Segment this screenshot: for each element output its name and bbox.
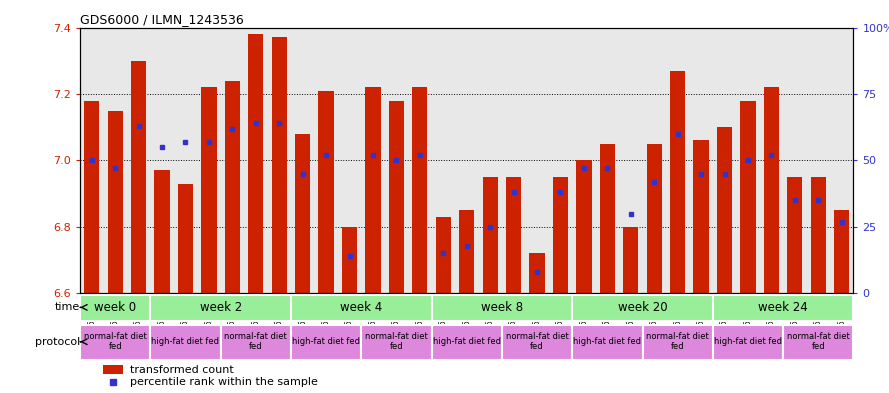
Bar [155,171,170,293]
Text: time: time [55,302,81,312]
Bar [693,141,709,293]
Text: week 20: week 20 [618,301,668,314]
Text: normal-fat diet
fed: normal-fat diet fed [506,332,568,351]
Text: week 24: week 24 [758,301,808,314]
Text: high-fat diet fed: high-fat diet fed [573,337,641,346]
Bar [108,110,123,293]
Bar [713,325,783,360]
Bar [483,177,498,293]
Bar [342,227,357,293]
Bar [573,295,713,321]
Text: percentile rank within the sample: percentile rank within the sample [131,377,318,387]
Bar [365,87,380,293]
Text: week 0: week 0 [94,301,136,314]
Bar [225,81,240,293]
Bar [643,325,713,360]
Bar [150,295,291,321]
Bar [248,34,263,293]
Bar [150,325,220,360]
Bar [530,253,545,293]
Text: GDS6000 / ILMN_1243536: GDS6000 / ILMN_1243536 [80,13,244,26]
Bar [178,184,193,293]
Text: normal-fat diet
fed: normal-fat diet fed [787,332,850,351]
Bar [412,87,428,293]
Bar [80,295,150,321]
Bar [80,325,150,360]
Text: protocol: protocol [36,337,81,347]
Text: high-fat diet fed: high-fat diet fed [292,337,360,346]
Bar [553,177,568,293]
Text: high-fat diet fed: high-fat diet fed [714,337,782,346]
Bar [788,177,803,293]
Text: normal-fat diet
fed: normal-fat diet fed [365,332,428,351]
Text: normal-fat diet
fed: normal-fat diet fed [224,332,287,351]
Bar [783,325,853,360]
Text: high-fat diet fed: high-fat diet fed [433,337,501,346]
Text: normal-fat diet
fed: normal-fat diet fed [646,332,709,351]
Bar [600,144,615,293]
Bar [502,325,573,360]
Bar [646,144,661,293]
Text: normal-fat diet
fed: normal-fat diet fed [84,332,147,351]
Bar [576,160,591,293]
Bar [388,101,404,293]
Bar [573,325,643,360]
Bar [717,127,733,293]
Bar [220,325,291,360]
Bar [741,101,756,293]
Text: week 4: week 4 [340,301,382,314]
Text: week 2: week 2 [199,301,242,314]
Bar [291,325,361,360]
Bar [201,87,217,293]
Bar [295,134,310,293]
Bar [623,227,638,293]
Bar [84,101,100,293]
Bar [436,217,451,293]
Bar [670,71,685,293]
Text: week 8: week 8 [481,301,523,314]
Bar [713,295,853,321]
Bar [431,295,573,321]
Bar [431,325,502,360]
Bar [318,91,333,293]
Bar [506,177,521,293]
Bar [131,61,146,293]
Bar [272,37,287,293]
Bar [764,87,779,293]
Text: high-fat diet fed: high-fat diet fed [151,337,220,346]
Bar [811,177,826,293]
Bar [459,210,475,293]
Bar [834,210,849,293]
Bar [361,325,431,360]
Bar [291,295,431,321]
Text: transformed count: transformed count [131,365,234,375]
Bar [103,365,123,375]
